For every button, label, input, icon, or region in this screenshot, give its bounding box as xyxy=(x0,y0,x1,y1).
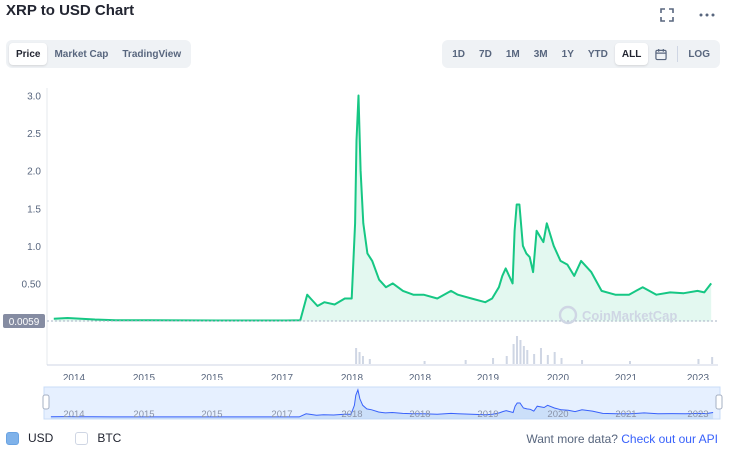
navigator-tick-label: 2018 xyxy=(409,409,430,420)
log-scale-button[interactable]: LOG xyxy=(688,48,710,60)
watermark-logo-icon xyxy=(558,305,578,325)
x-tick-label: 2023 xyxy=(687,373,710,380)
price-line xyxy=(53,94,712,322)
navigator-right-handle[interactable] xyxy=(715,394,723,410)
volume-bar xyxy=(553,352,556,364)
navigator-tick-label: 2018 xyxy=(341,409,362,420)
range-tabs: 1D 7D 1M 3M 1Y YTD ALL LOG xyxy=(442,40,720,68)
x-axis: 2014 2015 2015 2017 2018 2018 2019 2020 2021 2023 xyxy=(47,364,718,380)
navigator-ticks: 2014 2015 2015 2017 2018 2018 2019 2020 2021 2023 xyxy=(63,409,708,420)
navigator-line xyxy=(50,388,714,418)
legend-usd-label: USD xyxy=(28,431,54,445)
volume-bar xyxy=(512,344,515,364)
volume-bars xyxy=(355,336,714,364)
range-3m[interactable]: 3M xyxy=(533,48,548,60)
chart-title: XRP to USD Chart xyxy=(6,2,135,19)
range-ytd[interactable]: YTD xyxy=(587,48,608,60)
x-tick-label: 2015 xyxy=(133,373,156,380)
api-promo: Want more data? Check out our API xyxy=(526,432,718,446)
volume-bar xyxy=(539,348,542,364)
tab-tradingview[interactable]: TradingView xyxy=(122,48,182,60)
more-options-icon[interactable] xyxy=(696,6,718,24)
y-axis: 3.0 2.5 2.0 1.5 1.0 0.50 xyxy=(22,88,48,365)
calendar-icon[interactable] xyxy=(648,43,674,65)
navigator-tick-label: 2019 xyxy=(477,409,498,420)
x-tick-label: 2019 xyxy=(477,373,500,380)
price-tag-background xyxy=(3,314,45,328)
fullscreen-icon[interactable] xyxy=(656,6,678,24)
volume-bar xyxy=(516,336,519,364)
y-tick-label: 0.50 xyxy=(22,279,42,290)
navigator-tick-label: 2014 xyxy=(63,409,84,420)
price-chart[interactable]: 3.0 2.5 2.0 1.5 1.0 0.50 0.0059 CoinMarketCap… xyxy=(0,80,730,380)
view-tabs: Price Market Cap TradingView xyxy=(6,40,192,68)
x-tick-label: 2014 xyxy=(63,373,86,380)
navigator-tick-label: 2021 xyxy=(615,409,636,420)
usd-checkbox[interactable] xyxy=(6,431,19,445)
range-all[interactable]: ALL xyxy=(614,43,649,65)
y-tick-label: 3.0 xyxy=(27,92,41,103)
volume-bar xyxy=(368,359,371,364)
volume-bar xyxy=(581,360,584,364)
volume-bar xyxy=(711,357,714,364)
api-prefix: Want more data? xyxy=(526,432,618,446)
volume-bar xyxy=(355,348,358,364)
volume-bar xyxy=(533,354,536,364)
volume-bar xyxy=(423,361,426,364)
volume-bar xyxy=(464,360,467,364)
legend-usd[interactable]: USD xyxy=(6,431,53,445)
y-tick-label: 2.5 xyxy=(27,129,41,140)
api-link[interactable]: Check out our API xyxy=(621,432,718,446)
volume-bar xyxy=(358,352,361,364)
tab-market-cap[interactable]: Market Cap xyxy=(54,48,109,60)
volume-bar xyxy=(697,359,700,364)
tab-price[interactable]: Price xyxy=(9,43,48,65)
volume-bar xyxy=(546,355,549,364)
volume-bar xyxy=(526,350,529,364)
x-tick-label: 2018 xyxy=(341,373,364,380)
volume-bar xyxy=(505,356,508,364)
volume-bar xyxy=(519,340,522,364)
navigator-tick-label: 2023 xyxy=(687,409,708,420)
btc-checkbox[interactable] xyxy=(75,431,89,445)
top-icons xyxy=(656,6,718,24)
y-tick-label: 1.5 xyxy=(27,204,41,215)
x-tick-label: 2017 xyxy=(271,373,294,380)
volume-bar xyxy=(628,361,631,364)
range-7d[interactable]: 7D xyxy=(479,48,492,60)
coinmarketcap-watermark: CoinMarketCap xyxy=(558,305,677,325)
navigator-tick-label: 2017 xyxy=(271,409,292,420)
watermark-text: CoinMarketCap xyxy=(582,308,677,323)
range-1y[interactable]: 1Y xyxy=(561,48,574,60)
navigator-tick-label: 2020 xyxy=(547,409,568,420)
navigator-tick-label: 2015 xyxy=(201,409,222,420)
x-tick-label: 2021 xyxy=(615,373,638,380)
navigator-area xyxy=(50,389,714,419)
price-tag-text: 0.0059 xyxy=(9,317,40,328)
volume-bar xyxy=(560,358,563,364)
navigator-tick-label: 2015 xyxy=(133,409,154,420)
x-tick-label: 2018 xyxy=(409,373,432,380)
range-1d[interactable]: 1D xyxy=(452,48,466,60)
volume-bar xyxy=(522,346,525,364)
x-tick-label: 2020 xyxy=(547,373,570,380)
range-separator xyxy=(677,46,679,62)
navigator-left-handle[interactable] xyxy=(42,394,50,410)
y-tick-label: 1.0 xyxy=(27,242,41,253)
y-tick-label: 2.0 xyxy=(27,167,41,178)
navigator-chart[interactable]: 2014 2015 2015 2017 2018 2018 2019 2020 2021 2023 xyxy=(0,383,730,423)
legend: USD BTC xyxy=(6,431,143,445)
current-price-tag: 0.0059 xyxy=(3,314,45,328)
range-1m[interactable]: 1M xyxy=(505,48,520,60)
legend-btc-label: BTC xyxy=(97,431,122,445)
price-area-fill xyxy=(53,95,712,322)
legend-btc[interactable]: BTC xyxy=(75,431,121,445)
volume-bar xyxy=(361,356,364,364)
x-tick-label: 2015 xyxy=(201,373,224,380)
volume-bar xyxy=(492,358,495,364)
